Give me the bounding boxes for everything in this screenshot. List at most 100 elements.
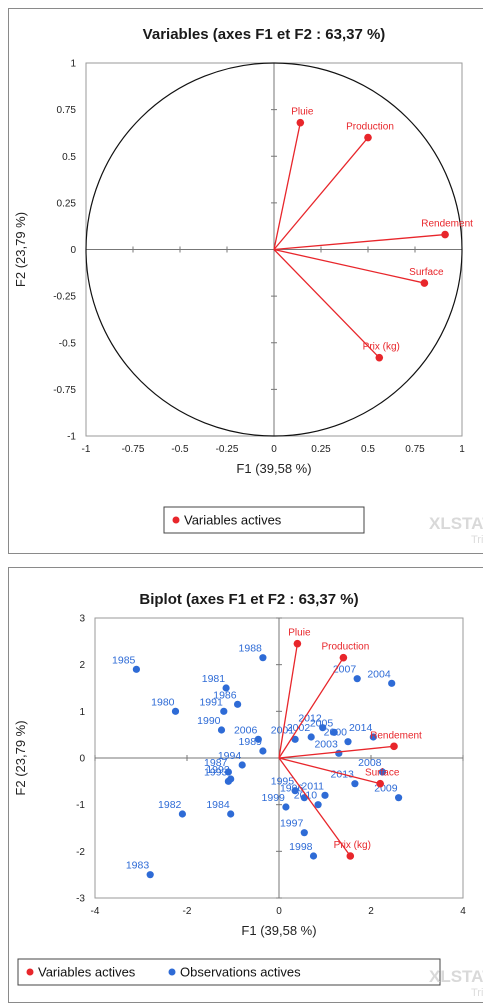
variables-chart-panel: Variables (axes F1 et F2 : 63,37 %) -1 -0.… — [8, 8, 483, 554]
x-tick-label: -4 — [91, 906, 100, 917]
variable-vector-production — [278, 657, 344, 759]
y-tick-label: 0 — [70, 245, 76, 256]
observation-point-2003 — [335, 749, 343, 757]
y-tick-label: 3 — [79, 614, 85, 625]
observation-label: 1987 — [204, 757, 228, 769]
observation-point-1990 — [217, 726, 226, 734]
variable-label: Prix (kg) — [363, 342, 400, 353]
x-tick-label: -0.75 — [122, 444, 145, 455]
y-tick-label: 1 — [70, 59, 76, 70]
variable-point — [296, 118, 305, 127]
variable-label: Surface — [409, 267, 444, 278]
observation-point-1982 — [178, 810, 186, 818]
legend-label: Variables actives — [38, 965, 136, 980]
x-tick-label: 4 — [460, 906, 466, 917]
observation-point-2004 — [388, 679, 396, 687]
observation-point-2010 — [314, 801, 322, 809]
legend-box — [17, 958, 441, 986]
variable-label: Pluie — [288, 628, 311, 639]
observation-point-1997 — [300, 829, 308, 837]
variable-vector-surface — [278, 757, 381, 785]
variable-point — [346, 852, 355, 860]
variable-label: Rendement — [370, 730, 422, 741]
observation-label: 1983 — [126, 860, 150, 872]
variable-point — [375, 353, 384, 362]
observation-point-2008 — [378, 768, 387, 776]
biplot-chart: Biplot (axes F1 et F2 : 63,37 %) -4 -2 0 2 4 3… — [13, 591, 483, 999]
observation-label: 2014 — [349, 722, 373, 734]
variable-vector-pluie — [273, 122, 301, 250]
y-tick-label: -1 — [76, 800, 85, 811]
chart-title: Biplot (axes F1 et F2 : 63,37 %) — [139, 591, 358, 608]
x-tick-label: 2 — [368, 906, 374, 917]
x-tick-label: 0.5 — [361, 444, 375, 455]
xlstat-watermark-sub: Trial — [471, 987, 483, 999]
observation-point-1994 — [238, 761, 246, 769]
variable-vector-prix-kg- — [278, 757, 351, 857]
y-tick-label: 0.5 — [62, 152, 76, 163]
variable-point — [420, 279, 429, 287]
x-tick-label: 0 — [271, 444, 277, 455]
observation-point-1993 — [224, 777, 232, 785]
variable-vector-rendement — [273, 233, 446, 251]
x-tick-label: -2 — [183, 906, 192, 917]
x-tick-label: -0.5 — [171, 444, 189, 455]
observation-label: 1994 — [218, 750, 242, 762]
legend-marker-variables — [172, 516, 180, 524]
variable-vector-surface — [273, 248, 425, 284]
y-tick-label: 0 — [79, 754, 85, 765]
xlstat-watermark-sub: Trial — [471, 534, 483, 546]
legend-label: Variables actives — [184, 513, 282, 528]
observation-point-2014 — [369, 733, 377, 741]
x-tick-label: 0.25 — [311, 444, 331, 455]
x-tick-label: 1 — [459, 444, 465, 455]
observation-label: 1997 — [280, 818, 304, 830]
observation-point-1985 — [132, 665, 140, 673]
observation-label: 1991 — [199, 696, 223, 708]
observation-point-1980 — [171, 707, 180, 715]
observation-label: 2010 — [294, 790, 318, 802]
variable-label: Surface — [365, 768, 400, 779]
observation-point-2011 — [321, 791, 329, 799]
observation-label: 2006 — [234, 724, 258, 736]
legend-box — [163, 506, 365, 534]
variable-vector-production — [273, 137, 369, 250]
y-tick-label: 1 — [79, 707, 85, 718]
observation-label: 2008 — [358, 757, 382, 769]
x-tick-label: 0.75 — [405, 444, 425, 455]
observation-point-1984 — [227, 810, 235, 818]
correlation-circle — [85, 62, 463, 437]
observation-label: 2007 — [333, 664, 357, 676]
observation-label: 2011 — [301, 780, 324, 792]
legend-marker-observations — [168, 968, 176, 976]
observation-label: 2001 — [271, 724, 295, 736]
chart-title: Variables (axes F1 et F2 : 63,37 %) — [143, 26, 386, 43]
observation-label: 1988 — [239, 643, 263, 655]
observation-label: 1980 — [151, 696, 175, 708]
y-tick-label: 2 — [79, 660, 85, 671]
observation-label: 2005 — [310, 717, 334, 729]
observation-point-2002 — [307, 733, 315, 741]
observation-point-1983 — [146, 871, 154, 879]
x-tick-label: -0.25 — [216, 444, 239, 455]
y-tick-label: 0.25 — [57, 198, 77, 209]
observation-label: 1999 — [262, 792, 286, 804]
y-tick-label: -2 — [76, 847, 85, 858]
y-tick-label: -0.5 — [59, 338, 77, 349]
observation-point-1986 — [234, 700, 242, 708]
observation-label: 1993 — [204, 766, 228, 778]
y-tick-label: -1 — [67, 432, 76, 443]
observation-label: 1982 — [158, 799, 182, 811]
y-axis-label: F2 (23,79 %) — [13, 212, 28, 287]
observation-label: 1981 — [202, 673, 226, 685]
observation-label: 2004 — [367, 668, 391, 680]
observation-label: 1998 — [289, 841, 313, 853]
observation-label: 2000 — [324, 727, 348, 739]
observation-point-2000 — [344, 738, 352, 746]
observation-point-2005 — [330, 728, 338, 736]
observation-label: 1992 — [206, 764, 230, 776]
biplot-chart-panel: Biplot (axes F1 et F2 : 63,37 %) -4 -2 0 2 4 3… — [8, 567, 483, 1003]
observation-point-1999 — [282, 803, 290, 811]
variable-label: Rendement — [421, 219, 473, 230]
